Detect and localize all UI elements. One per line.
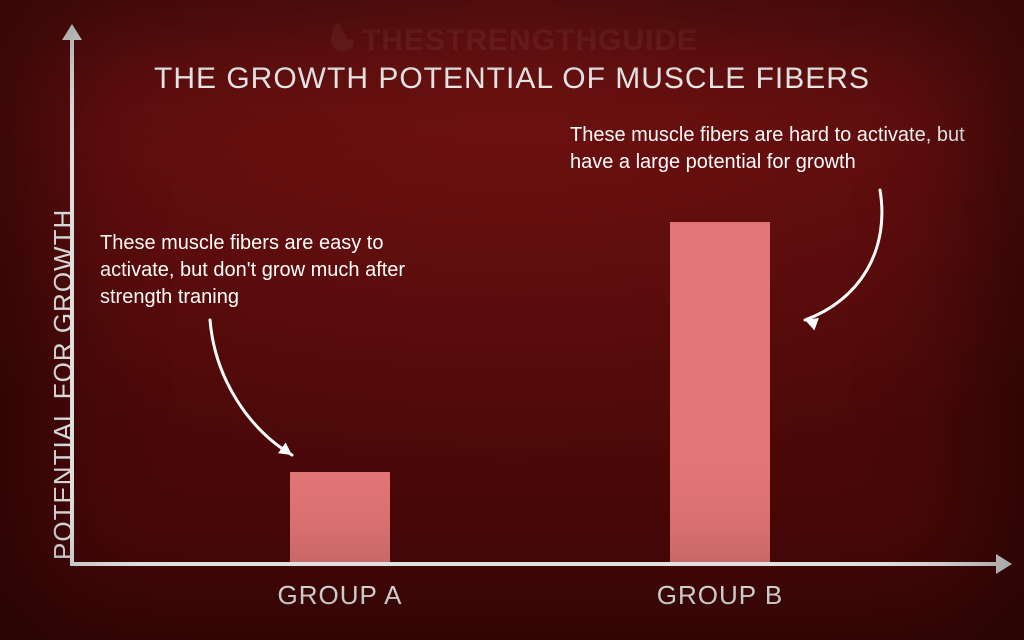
annotation-arrow-b <box>0 0 1024 640</box>
chart-area: THE GROWTH POTENTIAL OF MUSCLE FIBERS PO… <box>0 0 1024 640</box>
